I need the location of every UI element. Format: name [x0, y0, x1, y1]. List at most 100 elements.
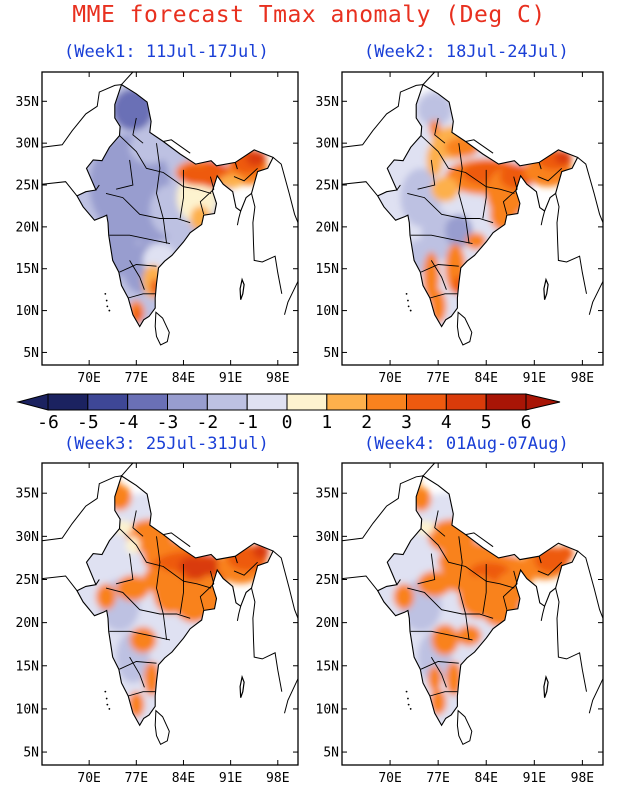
lon-label: 91E	[523, 371, 546, 386]
anomaly-patch	[556, 545, 574, 562]
coastline	[272, 157, 299, 223]
subdivision-boundary	[179, 169, 184, 219]
india-outline	[76, 475, 274, 727]
lon-label: 98E	[571, 771, 594, 786]
colorbar-swatch	[167, 393, 208, 411]
subdivision-boundary	[199, 570, 215, 610]
panel-title-week4: (Week4: 01Aug-07Aug)	[364, 434, 569, 454]
anomaly-patch	[410, 487, 432, 512]
colorbar: -6 -5 -4 -3 -2 -1 0 1 2 3 4 5 6	[16, 393, 561, 433]
subdivision-boundary	[119, 135, 212, 194]
lon-label: 70E	[378, 771, 401, 786]
andaman-islands	[239, 277, 245, 300]
map-panel-week2: 70E 77E 84E 91E 98E 35N 30N 25N 20N 15N 10N 5N	[316, 71, 604, 386]
subdivision-boundary	[458, 536, 470, 640]
subdivision-boundary	[105, 587, 191, 619]
colorbar-tick-label: -1	[236, 412, 258, 433]
lon-label: 84E	[172, 371, 195, 386]
coastline	[396, 579, 401, 585]
subdivision-boundary	[458, 143, 470, 244]
coastline	[236, 210, 242, 226]
lakshadweep-island	[407, 305, 410, 308]
anomaly-shading	[377, 475, 574, 726]
lakshadweep-island	[108, 309, 111, 312]
lon-label: 98E	[571, 371, 594, 386]
anomaly-patch	[417, 570, 452, 597]
coastline	[95, 184, 100, 191]
map-frame	[341, 71, 604, 366]
anomaly-patch	[400, 168, 442, 227]
anomaly-patch	[129, 130, 170, 165]
map-panel-week4: 70E 77E 84E 91E 98E 35N 30N 25N 20N 15N 10N 5N	[316, 462, 604, 786]
coastline	[272, 550, 299, 619]
anomaly-patch	[218, 174, 243, 189]
figure-title: MME forecast Tmax anomaly (Deg C)	[72, 2, 546, 28]
map-panel-week1: 70E 77E 84E 91E 98E 35N 30N 25N 20N 15N 10N 5N	[16, 71, 299, 386]
coastline	[284, 281, 299, 315]
anomaly-patch	[445, 661, 463, 696]
coastline	[465, 532, 494, 548]
panel-title-week2: (Week2: 18Jul-24Jul)	[364, 42, 569, 62]
colorbar-tick-label: -2	[196, 412, 218, 433]
subdivision-boundary	[233, 167, 258, 182]
anomaly-patch	[107, 484, 132, 511]
lat-label: 25N	[316, 179, 339, 194]
colorbar-swatch	[406, 393, 447, 411]
lat-label: 15N	[16, 262, 39, 277]
anomaly-patch	[456, 625, 482, 646]
lon-label: 77E	[125, 771, 148, 786]
lat-label: 15N	[316, 262, 339, 277]
subdivision-boundary	[109, 234, 171, 245]
map-frame	[41, 71, 299, 366]
colorbar-tick-label: -3	[157, 412, 179, 433]
lon-label: 70E	[77, 371, 100, 386]
coastline	[234, 162, 238, 170]
subdivision-boundary	[420, 661, 459, 670]
subdivision-boundary	[179, 564, 184, 615]
sri-lanka-outline	[456, 709, 473, 745]
andaman-islands	[543, 277, 549, 300]
subdivision-boundary	[105, 192, 191, 224]
sri-lanka-outline	[154, 311, 170, 346]
anomaly-patch	[393, 583, 415, 610]
subdivision-boundary	[430, 260, 447, 290]
coastline	[163, 532, 191, 548]
lon-label: 70E	[77, 771, 100, 786]
colorbar-tick-label: 0	[282, 412, 293, 433]
lon-label: 91E	[523, 771, 546, 786]
lat-label: 25N	[16, 179, 39, 194]
coastline	[540, 606, 546, 621]
anomaly-shading	[377, 84, 573, 327]
coastline	[577, 157, 604, 223]
coastline	[465, 139, 494, 154]
lon-label: 84E	[474, 371, 497, 386]
lakshadweep-island	[407, 697, 409, 700]
lakshadweep-island	[407, 703, 410, 706]
anomaly-patch	[190, 205, 211, 232]
colorbar-swatch	[326, 393, 368, 411]
subdivision-boundary	[407, 192, 494, 224]
subdivision-boundary	[132, 510, 144, 537]
anomaly-patch	[95, 583, 117, 610]
subdivision-boundary	[502, 176, 518, 215]
lakshadweep-island	[104, 690, 107, 693]
subdivision-boundary	[434, 510, 446, 537]
anomaly-patch	[465, 232, 487, 250]
lon-label: 77E	[426, 771, 449, 786]
lat-label: 25N	[316, 573, 339, 588]
coastline	[41, 181, 78, 197]
coastline	[41, 475, 122, 542]
lat-label: 5N	[23, 746, 39, 761]
lakshadweep-island	[106, 305, 109, 308]
coastline	[555, 193, 587, 294]
lakshadweep-island	[407, 299, 409, 302]
lat-label: 15N	[316, 659, 339, 674]
lat-label: 20N	[316, 220, 339, 235]
coastline	[41, 84, 122, 148]
anomaly-patch	[429, 689, 447, 715]
lakshadweep-island	[104, 292, 107, 295]
subdivision-boundary	[129, 656, 145, 688]
colorbar-swatch	[286, 393, 328, 411]
subdivision-boundary	[119, 661, 157, 670]
colorbar-swatch	[485, 393, 527, 411]
